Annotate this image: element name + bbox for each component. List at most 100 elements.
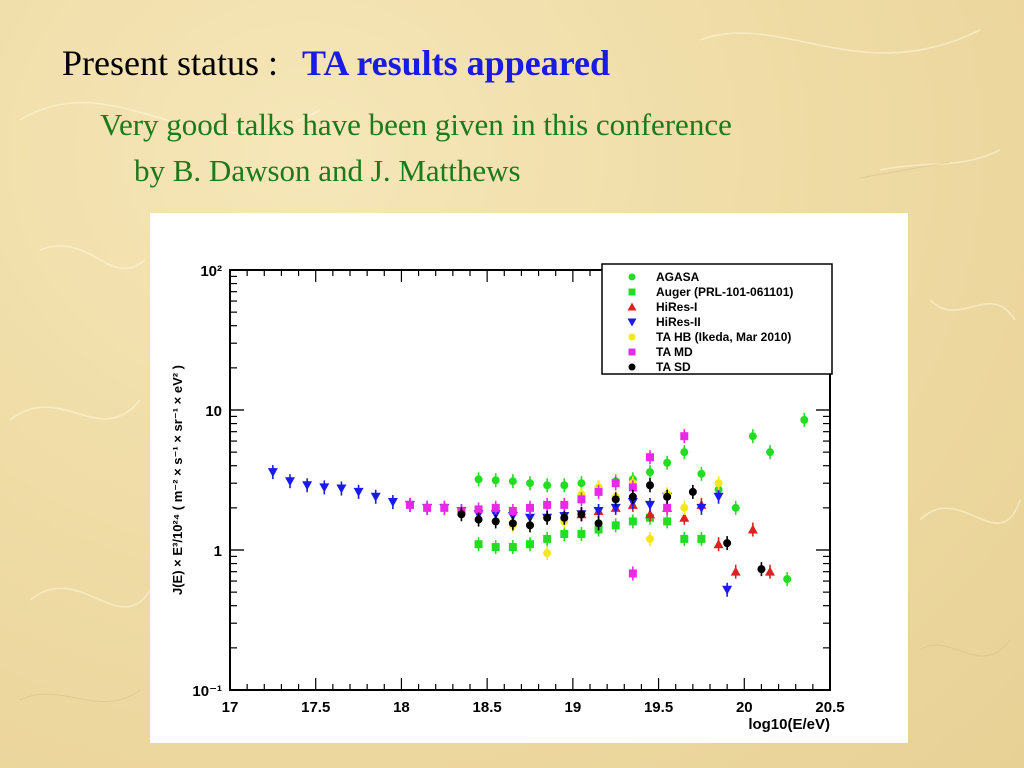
data-point-hires-i: [747, 524, 758, 534]
data-point-agasa: [474, 475, 483, 484]
x-tick-label: 20.5: [815, 699, 844, 716]
data-point-hires-i: [713, 539, 724, 549]
data-point-agasa: [731, 503, 740, 512]
x-tick-label: 19: [565, 699, 582, 716]
data-point-ta-md: [611, 479, 620, 488]
y-tick-label: 10⁻¹: [192, 683, 222, 700]
slide-subtitle: Very good talks have been given in this …: [100, 102, 732, 194]
data-point-agasa: [800, 415, 809, 424]
data-point-ta-sd: [611, 495, 620, 504]
data-point-ta-sd: [594, 519, 603, 528]
data-point-ta-md: [508, 506, 517, 515]
data-point-ta-sd: [757, 565, 766, 574]
data-point-hires-ii: [722, 585, 733, 595]
data-point-agasa: [697, 469, 706, 478]
data-point-hires-ii: [267, 468, 278, 478]
data-point-auger-prl-101-061101: [628, 517, 637, 526]
data-point-hires-ii: [696, 503, 707, 513]
data-point-ta-md: [474, 505, 483, 514]
data-point-hires-ii: [610, 503, 621, 513]
data-point-ta-sd: [723, 539, 732, 548]
data-point-hires-i: [679, 512, 690, 522]
data-point-auger-prl-101-061101: [543, 534, 552, 543]
legend-marker-ta-hb-ikeda-mar-2010: [628, 333, 636, 341]
data-point-auger-prl-101-061101: [663, 517, 672, 526]
data-point-ta-sd: [663, 492, 672, 501]
subtitle-line-1: Very good talks have been given in this …: [100, 107, 732, 142]
data-point-auger-prl-101-061101: [474, 540, 483, 549]
data-point-agasa: [560, 481, 569, 490]
data-point-agasa: [646, 468, 654, 477]
data-point-ta-sd: [526, 521, 534, 530]
data-point-auger-prl-101-061101: [526, 540, 534, 549]
plot-frame: [229, 269, 831, 691]
data-point-ta-sd: [560, 513, 569, 522]
data-point-ta-md: [440, 503, 449, 512]
legend-label: AGASA: [656, 270, 700, 284]
data-point-ta-hb-ikeda-mar-2010: [543, 549, 552, 558]
data-point-ta-sd: [474, 515, 483, 524]
data-point-auger-prl-101-061101: [697, 534, 706, 543]
y-tick-label: 10²: [200, 263, 222, 280]
data-point-ta-md: [406, 500, 414, 509]
y-axis-label: J(E) × E³/10²⁴ ( m⁻² × s⁻¹ × sr⁻¹ × eV² …: [170, 365, 185, 595]
data-point-ta-sd: [577, 510, 586, 519]
data-point-hires-i: [730, 566, 741, 576]
x-axis-label: log10(E/eV): [748, 716, 830, 733]
data-point-ta-md: [663, 503, 672, 512]
x-ticks: 17 17.5 18 18.5 19 19.5 20 20.5: [222, 270, 845, 716]
slide-title: Present status : TA results appeared: [62, 42, 610, 84]
y-tick-label: 10: [205, 403, 222, 420]
data-point-ta-sd: [628, 492, 637, 501]
legend-marker-hires-i: [627, 302, 637, 311]
data-point-ta-md: [594, 487, 603, 496]
data-point-auger-prl-101-061101: [560, 530, 569, 539]
data-point-ta-md: [577, 495, 586, 504]
energy-spectrum-chart: 17 17.5 18 18.5 19 19.5 20 20.5 10² 10 1 10⁻¹ log1…: [170, 263, 845, 733]
data-point-ta-hb-ikeda-mar-2010: [714, 479, 723, 488]
data-point-hires-ii: [593, 506, 604, 516]
data-point-hires-ii: [302, 481, 313, 491]
data-point-ta-md: [543, 500, 552, 509]
x-tick-label: 17: [222, 699, 239, 716]
data-point-ta-md: [560, 500, 569, 509]
x-tick-label: 18.5: [473, 699, 502, 716]
data-point-auger-prl-101-061101: [508, 543, 517, 552]
data-point-agasa: [783, 575, 792, 584]
data-point-hires-ii: [387, 498, 398, 508]
y-tick-label: 1: [214, 543, 222, 560]
data-point-hires-ii: [645, 500, 655, 510]
data-point-ta-md: [646, 453, 654, 462]
data-point-hires-ii: [319, 483, 330, 493]
data-point-ta-md: [628, 483, 637, 492]
data-point-agasa: [491, 476, 500, 485]
legend-marker-ta-md: [628, 348, 636, 356]
data-points: [267, 412, 809, 597]
title-highlight: TA results appeared: [301, 43, 611, 83]
data-point-agasa: [748, 432, 757, 441]
data-point-ta-sd: [543, 513, 552, 522]
legend-marker-agasa: [628, 273, 636, 281]
subtitle-line-2: by B. Dawson and J. Matthews: [134, 153, 521, 188]
data-point-ta-md: [680, 432, 689, 441]
data-point-agasa: [577, 479, 586, 488]
legend-label: TA SD: [656, 360, 691, 374]
y-ticks: 10² 10 1 10⁻¹: [192, 263, 830, 700]
x-tick-label: 20: [736, 699, 753, 716]
data-point-ta-hb-ikeda-mar-2010: [646, 534, 654, 543]
data-point-hires-i: [765, 566, 775, 576]
legend-box: [601, 263, 833, 375]
data-point-hires-ii: [353, 487, 364, 497]
data-point-ta-sd: [646, 481, 654, 490]
legend-label: Auger (PRL-101-061101): [656, 285, 793, 299]
title-prefix: Present status :: [62, 43, 278, 83]
data-point-ta-sd: [457, 510, 466, 519]
x-tick-label: 18: [393, 699, 410, 716]
x-tick-label: 19.5: [644, 699, 673, 716]
data-point-auger-prl-101-061101: [680, 534, 689, 543]
data-point-agasa: [680, 448, 689, 457]
data-point-ta-sd: [508, 519, 517, 528]
data-point-agasa: [508, 477, 517, 486]
data-point-ta-md: [491, 503, 500, 512]
